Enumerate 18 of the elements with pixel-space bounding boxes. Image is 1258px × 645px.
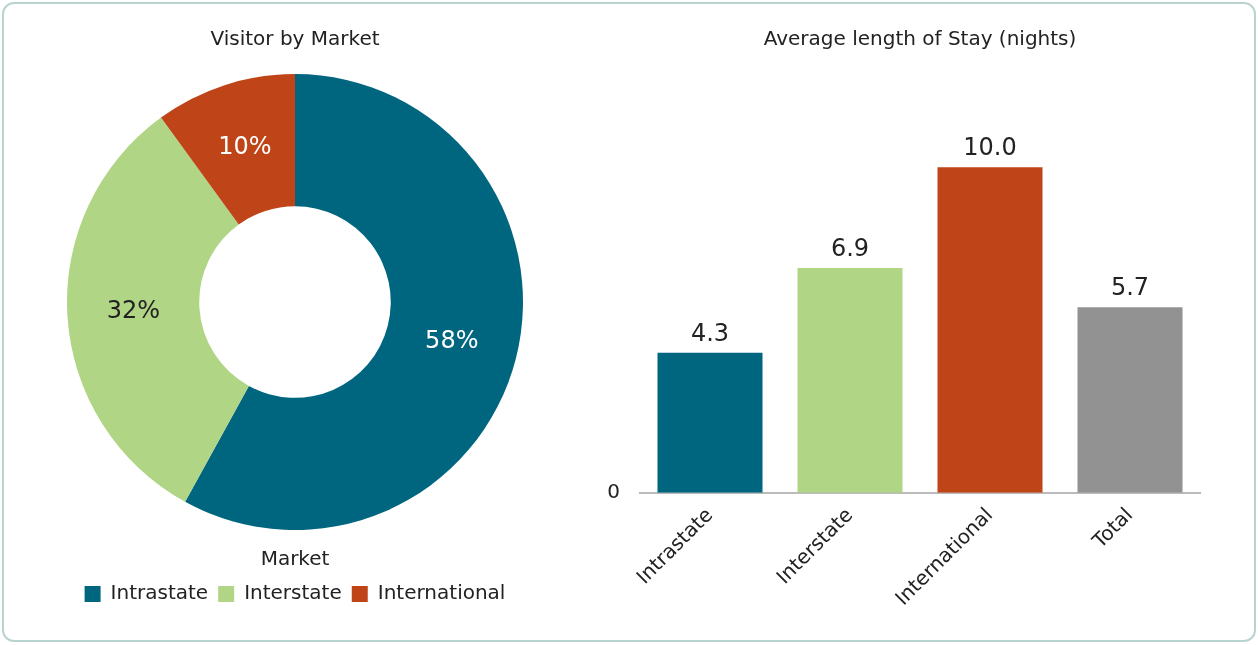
chart-title: Visitor by Market [210, 26, 380, 51]
bar [1077, 307, 1183, 493]
data-label: 32% [106, 296, 161, 325]
data-label: 10% [218, 132, 272, 161]
data-label: 58% [425, 326, 479, 355]
data-label: 6.9 [830, 234, 870, 263]
data-label: 4.3 [690, 318, 730, 347]
chart-title: Average length of Stay (nights) [763, 26, 1077, 51]
legend-label: International [377, 580, 506, 605]
legend-label: Intrastate [110, 580, 209, 605]
data-label: 5.7 [1110, 273, 1150, 302]
bar [797, 268, 903, 493]
legend-label: Interstate [244, 580, 342, 605]
bar [657, 352, 763, 493]
text: 0 [607, 478, 620, 503]
legend-title: Market [260, 546, 330, 571]
data-label: 10.0 [963, 133, 1017, 162]
bar [937, 167, 1043, 493]
